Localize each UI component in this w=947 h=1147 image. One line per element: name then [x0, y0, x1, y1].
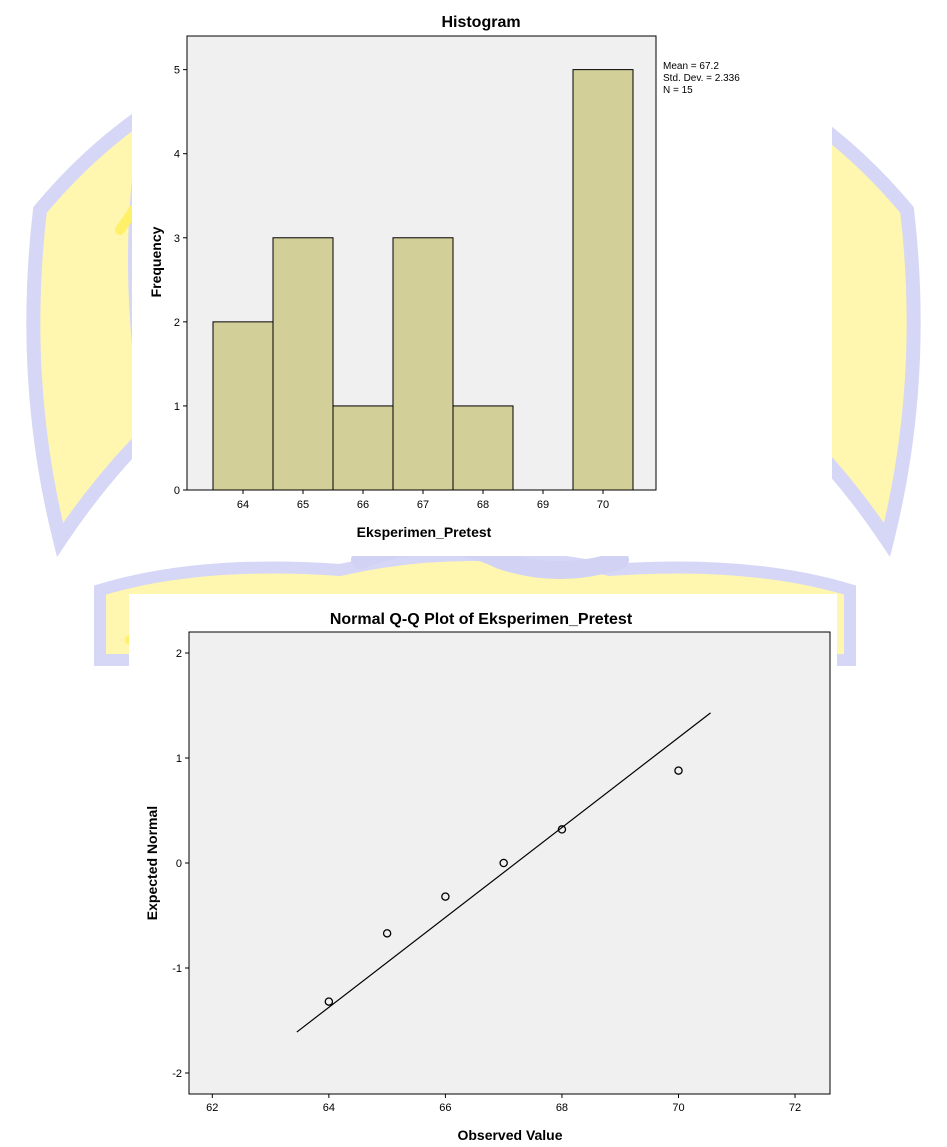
histogram-x-tick-label: 67	[417, 499, 429, 511]
qq-point-0	[324, 997, 334, 1006]
qq-y-tick-label: 2	[176, 648, 182, 660]
histogram-y-tick-label: 1	[174, 401, 180, 413]
histogram-y-axis-title: Frequency	[148, 226, 164, 297]
histogram-y-ticks: 0 1 2 3 4 5	[174, 65, 187, 497]
qq-point-3	[499, 858, 508, 868]
qq-x-tick-label: 70	[672, 1102, 684, 1114]
qq-y-tick-label: -1	[172, 963, 182, 975]
qq-x-tick-label: 64	[323, 1102, 335, 1114]
histogram-x-tick-label: 68	[477, 499, 489, 511]
histogram-y-tick-label: 0	[174, 485, 180, 497]
histogram-bar-66	[332, 405, 394, 491]
qq-points	[324, 766, 683, 1006]
histogram-stat-n: N = 15	[663, 85, 693, 96]
histogram-x-tick-label: 66	[357, 499, 369, 511]
qq-point-4	[557, 825, 567, 834]
histogram-bars	[212, 69, 634, 491]
histogram-x-tick-label: 70	[597, 499, 609, 511]
histogram-x-tick-label: 65	[297, 499, 309, 511]
histogram-x-ticks: 64 65 66 67 68 69 70	[237, 490, 609, 511]
qq-plot-chart: 62 64 66 68 70 72 -2 -1 0 1 2 Normal Q-Q Plot of …	[144, 611, 831, 1143]
qq-x-axis-title: Observed Value	[457, 1127, 562, 1143]
qq-point-1	[382, 929, 392, 938]
qq-y-axis-title: Expected Normal	[144, 806, 160, 920]
histogram-chart: 64 65 66 67 68 69 70 0 1 2 3 4 5 Histogram Eksperim…	[148, 14, 740, 540]
qq-x-tick-label: 68	[556, 1102, 568, 1114]
qq-y-tick-label: 0	[176, 858, 182, 870]
histogram-y-tick-label: 4	[174, 149, 180, 161]
histogram-bar-64	[212, 321, 274, 491]
histogram-y-tick-label: 5	[174, 65, 180, 77]
histogram-statistics: Mean = 67.2 Std. Dev. = 2.336 N = 15	[663, 61, 740, 96]
qq-x-tick-label: 72	[789, 1102, 801, 1114]
qq-y-ticks: -2 -1 0 1 2	[172, 648, 189, 1080]
histogram-y-tick-label: 2	[174, 317, 180, 329]
histogram-bar-70	[572, 69, 634, 491]
qq-reference-line	[296, 712, 711, 1033]
qq-plot-title: Normal Q-Q Plot of Eksperimen_Pretest	[330, 611, 633, 628]
histogram-bar-68	[452, 405, 514, 491]
qq-x-tick-label: 62	[206, 1102, 218, 1114]
qq-x-ticks: 62 64 66 68 70 72	[206, 1094, 801, 1114]
qq-y-tick-label: 1	[176, 753, 182, 765]
qq-plot-area	[188, 631, 831, 1095]
histogram-x-axis-title: Eksperimen_Pretest	[357, 524, 492, 540]
qq-point-5	[674, 766, 683, 775]
qq-point-2	[441, 892, 450, 901]
histogram-bar-65	[272, 237, 334, 491]
histogram-x-tick-label: 64	[237, 499, 249, 511]
histogram-title: Histogram	[441, 14, 520, 31]
histogram-y-tick-label: 3	[174, 233, 180, 245]
histogram-stat-std-dev: Std. Dev. = 2.336	[663, 73, 740, 84]
histogram-bar-67	[392, 237, 454, 491]
qq-x-tick-label: 66	[439, 1102, 451, 1114]
qq-y-tick-label: -2	[172, 1068, 182, 1080]
histogram-x-tick-label: 69	[537, 499, 549, 511]
histogram-stat-mean: Mean = 67.2	[663, 61, 719, 72]
